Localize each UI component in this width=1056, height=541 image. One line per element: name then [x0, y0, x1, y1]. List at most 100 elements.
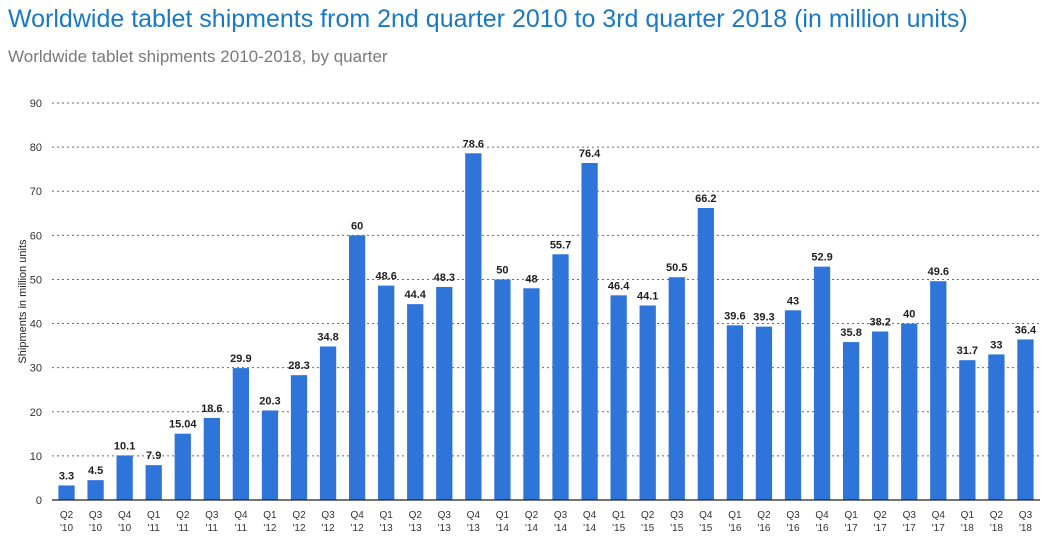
- x-tick-label: Q4: [932, 510, 946, 521]
- data-label: 39.3: [753, 312, 774, 324]
- x-tick-label: Q3: [321, 510, 335, 521]
- y-tick-label: 10: [30, 451, 42, 463]
- bar: [1017, 339, 1034, 500]
- x-tick-label: Q3: [670, 510, 684, 521]
- x-tick-label: Q3: [903, 510, 917, 521]
- bar: [755, 326, 773, 500]
- x-tick-label: '14: [554, 523, 567, 534]
- data-label: 78.6: [463, 138, 484, 150]
- bar: [872, 331, 889, 500]
- bar: [174, 433, 191, 500]
- x-tick-label: Q2: [874, 510, 888, 521]
- data-label: 39.6: [724, 310, 745, 322]
- x-tick-label: '12: [263, 523, 276, 534]
- y-tick-label: 70: [30, 186, 42, 198]
- data-label: 48: [525, 273, 537, 285]
- bar: [116, 455, 133, 500]
- y-tick-label: 40: [30, 319, 42, 331]
- data-label: 48.6: [375, 271, 396, 283]
- data-label: 28.3: [288, 360, 309, 372]
- x-tick-label: '11: [206, 523, 219, 534]
- x-tick-label: Q4: [234, 510, 248, 521]
- x-tick-label: '17: [932, 523, 945, 534]
- bar: [232, 368, 250, 500]
- x-tick-label: '13: [380, 523, 393, 534]
- data-label: 10.1: [114, 440, 135, 452]
- bar: [842, 342, 860, 500]
- x-tick-label: '18: [1019, 523, 1032, 534]
- bar: [988, 354, 1005, 500]
- bar: [87, 480, 104, 500]
- x-tick-label: Q1: [380, 510, 394, 521]
- x-tick-label: Q2: [525, 510, 539, 521]
- bar: [319, 346, 337, 500]
- bar: [58, 485, 75, 500]
- x-tick-label: Q4: [815, 510, 829, 521]
- x-tick-label: Q1: [612, 510, 626, 521]
- x-tick-label: '15: [670, 523, 683, 534]
- x-tick-label: '14: [583, 523, 596, 534]
- x-tick-label: '12: [351, 523, 364, 534]
- data-label: 48.3: [434, 272, 455, 284]
- data-label: 66.2: [695, 193, 716, 205]
- bar: [465, 153, 482, 501]
- data-label: 55.7: [550, 239, 571, 251]
- x-tick-label: '18: [990, 523, 1003, 534]
- x-tick-label: '13: [467, 523, 480, 534]
- x-tick-label: Q4: [583, 510, 597, 521]
- bar: [639, 305, 656, 500]
- data-label: 4.5: [88, 465, 103, 477]
- x-tick-label: Q1: [844, 510, 858, 521]
- x-tick-label: '17: [903, 523, 916, 534]
- y-tick-label: 90: [30, 98, 42, 110]
- data-label: 44.1: [637, 290, 658, 302]
- x-tick-label: '16: [728, 523, 741, 534]
- bar: [203, 417, 220, 500]
- x-tick-label: '17: [874, 523, 887, 534]
- data-label: 3.3: [59, 470, 74, 482]
- x-tick-label: '10: [118, 523, 131, 534]
- x-tick-label: Q1: [961, 510, 975, 521]
- x-tick-label: '11: [235, 523, 248, 534]
- bar: [290, 375, 308, 500]
- bar: [523, 288, 540, 500]
- x-tick-label: '17: [845, 523, 858, 534]
- x-tick-label: '15: [641, 523, 654, 534]
- data-label: 15.04: [169, 419, 197, 431]
- x-tick-label: Q4: [467, 510, 481, 521]
- data-label: 34.8: [317, 331, 338, 343]
- bar: [784, 310, 802, 500]
- x-tick-label: Q3: [89, 510, 103, 521]
- x-tick-label: Q2: [292, 510, 306, 521]
- data-label: 20.3: [259, 395, 280, 407]
- x-tick-label: Q3: [554, 510, 568, 521]
- data-label: 31.7: [957, 345, 978, 357]
- x-tick-label: Q1: [496, 510, 510, 521]
- bar: [813, 266, 831, 500]
- x-tick-label: Q2: [757, 510, 771, 521]
- x-tick-label: Q1: [263, 510, 277, 521]
- x-tick-label: '13: [409, 523, 422, 534]
- bar: [610, 295, 627, 500]
- x-tick-label: Q4: [118, 510, 132, 521]
- x-tick-label: Q2: [990, 510, 1004, 521]
- data-label: 43: [787, 295, 799, 307]
- bar: [959, 360, 976, 500]
- x-tick-label: Q3: [786, 510, 800, 521]
- x-tick-label: Q3: [205, 510, 219, 521]
- x-tick-label: '13: [438, 523, 451, 534]
- y-tick-label: 0: [36, 495, 42, 507]
- data-label: 40: [903, 309, 915, 321]
- bar: [494, 279, 511, 500]
- x-tick-label: '10: [60, 523, 73, 534]
- x-tick-label: Q2: [409, 510, 423, 521]
- data-label: 36.4: [1015, 324, 1037, 336]
- x-tick-label: '14: [525, 523, 538, 534]
- bar: [145, 465, 162, 500]
- y-axis-label: Shipments in million units: [17, 239, 29, 364]
- bar: [668, 277, 685, 500]
- y-tick-label: 80: [30, 142, 42, 154]
- x-tick-label: Q3: [1019, 510, 1033, 521]
- x-tick-label: Q4: [699, 510, 713, 521]
